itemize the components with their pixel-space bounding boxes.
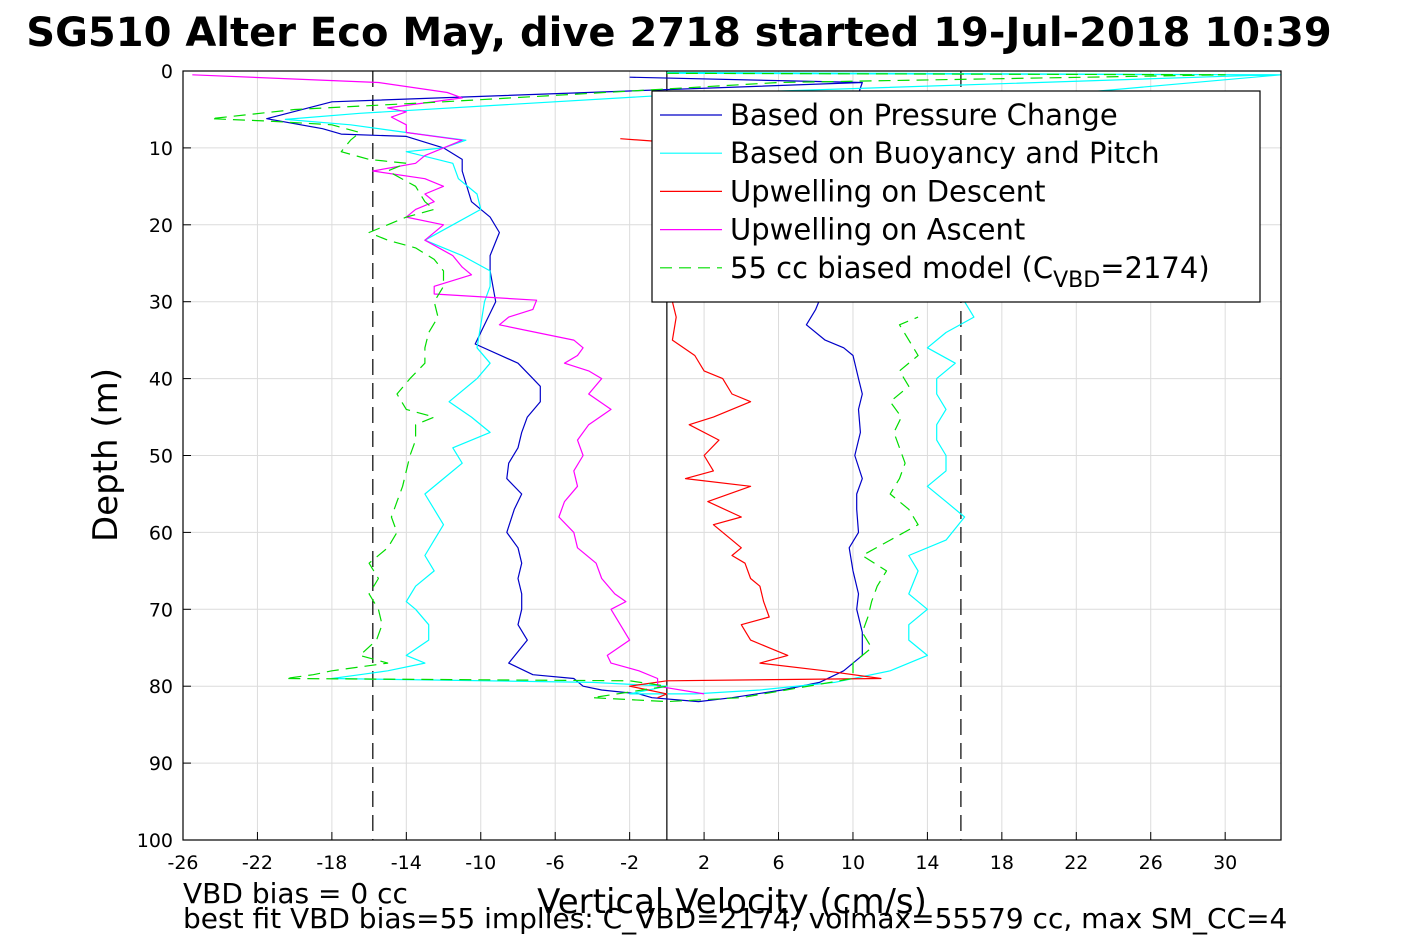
x-tick-label: -14: [391, 852, 422, 874]
series-line-2: [284, 71, 1282, 695]
legend-label-text: Based on Buoyancy and Pitch: [730, 136, 1160, 170]
legend: Based on Pressure Change Based on Buoyanc…: [651, 90, 1261, 303]
x-tick-label: -18: [316, 852, 347, 874]
x-tick-label: 6: [772, 852, 784, 874]
footer-line-1: VBD bias = 0 cc: [183, 877, 408, 910]
x-tick-label: -26: [167, 852, 198, 874]
y-axis-label: Depth (m): [86, 368, 126, 542]
legend-label-text: Upwelling on Ascent: [730, 213, 1025, 247]
legend-label-suffix: =2174): [1100, 251, 1209, 285]
x-tick-label: -10: [465, 852, 496, 874]
x-tick-label: -6: [546, 852, 565, 874]
legend-label-text: Based on Pressure Change: [730, 98, 1118, 132]
series-line-4: [192, 74, 705, 695]
x-tick-label: 26: [1139, 852, 1163, 874]
axis-ticks: -26 -22 -18 -14 -10 -6 -2 2 6 10 14 18 22 26 300102030…: [137, 61, 1238, 874]
x-tick-label: 30: [1213, 852, 1237, 874]
y-tick-label: 60: [149, 522, 173, 544]
x-tick-label: -2: [620, 852, 639, 874]
y-tick-label: 50: [149, 446, 173, 468]
x-tick-label: 10: [841, 852, 865, 874]
legend-label: Based on Pressure Change: [730, 98, 1118, 132]
legend-label-text: 55 cc biased model (C: [730, 251, 1053, 285]
y-tick-label: 100: [137, 830, 173, 852]
legend-label: 55 cc biased model (CVBD=2174): [730, 251, 1210, 293]
legend-label-text: Upwelling on Descent: [730, 174, 1046, 208]
x-tick-label: -22: [242, 852, 273, 874]
y-tick-label: 10: [149, 138, 173, 160]
x-tick-label: 14: [915, 852, 939, 874]
legend-label: Upwelling on Ascent: [730, 213, 1025, 247]
y-tick-label: 0: [161, 61, 173, 83]
series-line-5: [210, 72, 1226, 703]
footer-line-2: best fit VBD bias=55 implies: C_VBD=2174…: [183, 902, 1287, 935]
x-tick-label: 18: [990, 852, 1014, 874]
series-lines: [192, 71, 1282, 703]
series-line-1: [266, 76, 863, 703]
x-axis-label: Vertical Velocity (cm/s): [537, 882, 927, 922]
series-line-3: [620, 138, 882, 699]
legend-label: Based on Buoyancy and Pitch: [730, 136, 1160, 170]
x-tick-label: 22: [1064, 852, 1088, 874]
y-tick-label: 90: [149, 753, 173, 775]
y-tick-label: 40: [149, 369, 173, 391]
legend-box: [651, 90, 1261, 303]
y-tick-label: 80: [149, 676, 173, 698]
y-tick-label: 70: [149, 599, 173, 621]
legend-label-subscript: VBD: [1053, 268, 1100, 293]
legend-label: Upwelling on Descent: [730, 174, 1046, 208]
y-tick-label: 30: [149, 292, 173, 314]
x-tick-label: 2: [698, 852, 710, 874]
chart-title: SG510 Alter Eco May, dive 2718 started 1…: [26, 10, 1331, 56]
y-tick-label: 20: [149, 215, 173, 237]
